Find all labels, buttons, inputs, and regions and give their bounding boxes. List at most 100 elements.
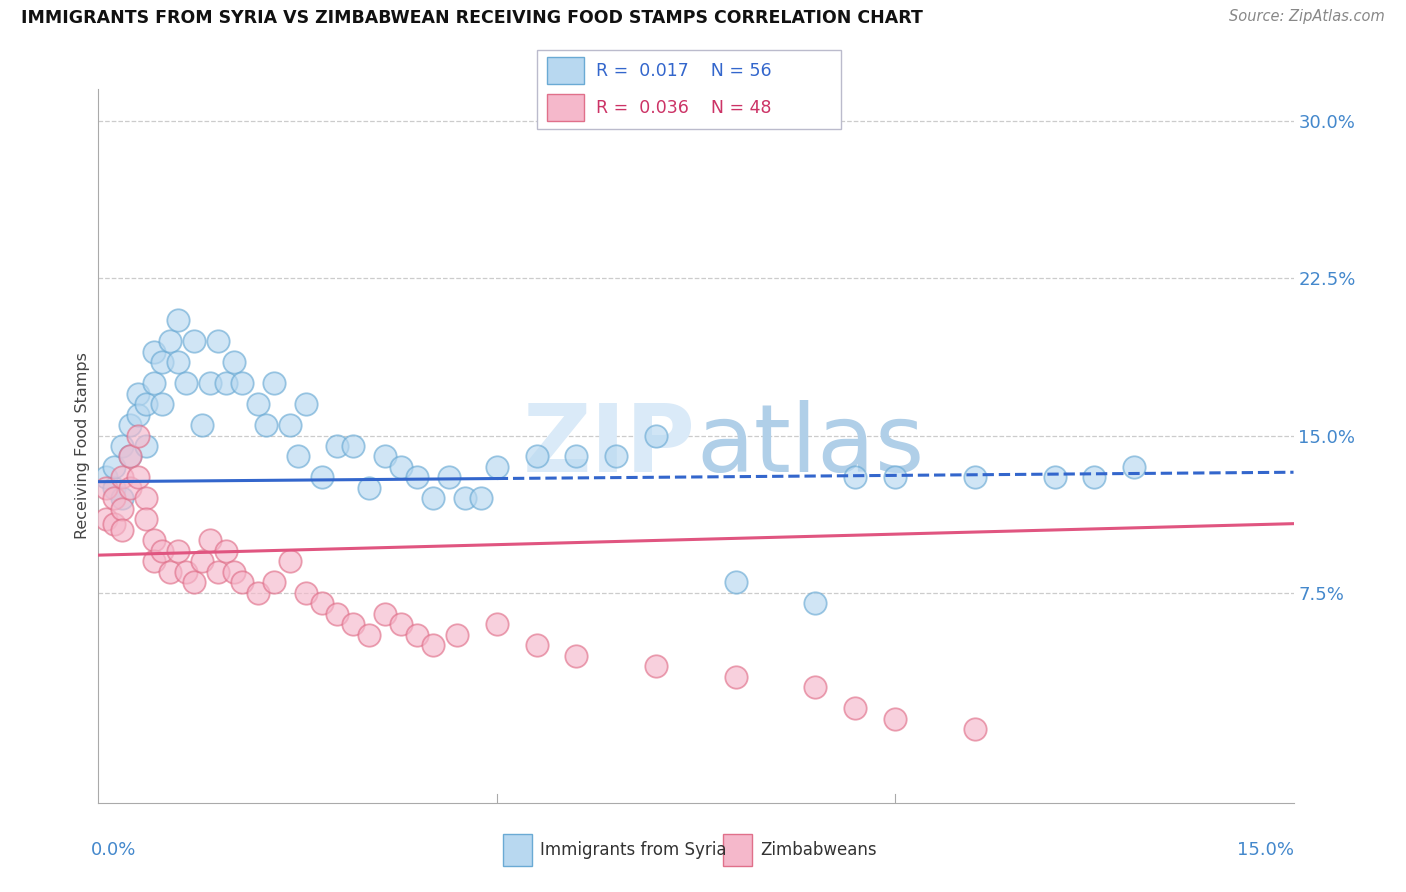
Point — [167, 544, 190, 558]
Point — [207, 334, 229, 348]
Point — [1123, 460, 1146, 475]
Point — [446, 628, 468, 642]
Point — [143, 554, 166, 568]
Point — [150, 397, 173, 411]
Text: IMMIGRANTS FROM SYRIA VS ZIMBABWEAN RECEIVING FOOD STAMPS CORRELATION CHART: IMMIGRANTS FROM SYRIA VS ZIMBABWEAN RECE… — [21, 9, 922, 27]
Point — [135, 512, 157, 526]
Point — [406, 628, 429, 642]
Point — [263, 575, 285, 590]
Point — [287, 450, 309, 464]
Point — [485, 460, 508, 475]
Point — [963, 470, 986, 484]
Point — [844, 470, 866, 484]
Bar — [547, 57, 583, 85]
Point — [884, 470, 907, 484]
Point — [263, 376, 285, 390]
Point — [294, 586, 316, 600]
Point — [645, 428, 668, 442]
Point — [231, 575, 253, 590]
Point — [254, 417, 277, 432]
Point — [120, 450, 142, 464]
Point — [844, 701, 866, 715]
Point — [103, 516, 125, 531]
Point — [246, 397, 269, 411]
Text: Source: ZipAtlas.com: Source: ZipAtlas.com — [1229, 9, 1385, 24]
Point — [135, 439, 157, 453]
Point — [111, 439, 134, 453]
Point — [167, 313, 190, 327]
Point — [174, 376, 197, 390]
Point — [246, 586, 269, 600]
Point — [342, 617, 364, 632]
Point — [326, 439, 349, 453]
Point — [111, 523, 134, 537]
Point — [111, 470, 134, 484]
Point — [311, 596, 333, 610]
Point — [96, 481, 118, 495]
Point — [103, 460, 125, 475]
Point — [231, 376, 253, 390]
Point — [191, 554, 214, 568]
Point — [198, 533, 221, 548]
Point — [422, 491, 444, 506]
Point — [804, 596, 827, 610]
Point — [207, 565, 229, 579]
Point — [565, 648, 588, 663]
Point — [278, 554, 301, 568]
Point — [645, 659, 668, 673]
Point — [804, 681, 827, 695]
Point — [159, 565, 181, 579]
Point — [294, 397, 316, 411]
Point — [1043, 470, 1066, 484]
Y-axis label: Receiving Food Stamps: Receiving Food Stamps — [75, 352, 90, 540]
Point — [103, 481, 125, 495]
Point — [605, 450, 627, 464]
Point — [183, 334, 205, 348]
Text: R =  0.036    N = 48: R = 0.036 N = 48 — [596, 99, 772, 117]
Point — [311, 470, 333, 484]
Point — [422, 639, 444, 653]
Point — [135, 491, 157, 506]
Point — [143, 533, 166, 548]
Bar — [547, 94, 583, 121]
Point — [485, 617, 508, 632]
Point — [215, 544, 238, 558]
Point — [222, 565, 245, 579]
Point — [470, 491, 492, 506]
Text: Zimbabweans: Zimbabweans — [761, 840, 877, 859]
Point — [96, 512, 118, 526]
Point — [111, 502, 134, 516]
Point — [454, 491, 477, 506]
Point — [143, 344, 166, 359]
Point — [191, 417, 214, 432]
Bar — [724, 833, 752, 865]
Point — [222, 355, 245, 369]
Point — [389, 460, 412, 475]
Text: Immigrants from Syria: Immigrants from Syria — [540, 840, 727, 859]
Point — [174, 565, 197, 579]
Point — [120, 417, 142, 432]
Point — [278, 417, 301, 432]
Text: ZIP: ZIP — [523, 400, 696, 492]
Point — [127, 428, 149, 442]
Point — [198, 376, 221, 390]
Point — [127, 386, 149, 401]
Point — [437, 470, 460, 484]
Point — [150, 544, 173, 558]
Point — [127, 470, 149, 484]
Point — [183, 575, 205, 590]
Point — [326, 607, 349, 621]
Point — [374, 450, 396, 464]
Point — [96, 470, 118, 484]
Point — [120, 481, 142, 495]
Point — [526, 450, 548, 464]
Text: 15.0%: 15.0% — [1236, 840, 1294, 859]
Bar — [503, 833, 531, 865]
Point — [159, 334, 181, 348]
Text: R =  0.017    N = 56: R = 0.017 N = 56 — [596, 62, 772, 79]
Point — [963, 723, 986, 737]
Point — [406, 470, 429, 484]
Point — [359, 628, 381, 642]
Point — [167, 355, 190, 369]
Point — [150, 355, 173, 369]
